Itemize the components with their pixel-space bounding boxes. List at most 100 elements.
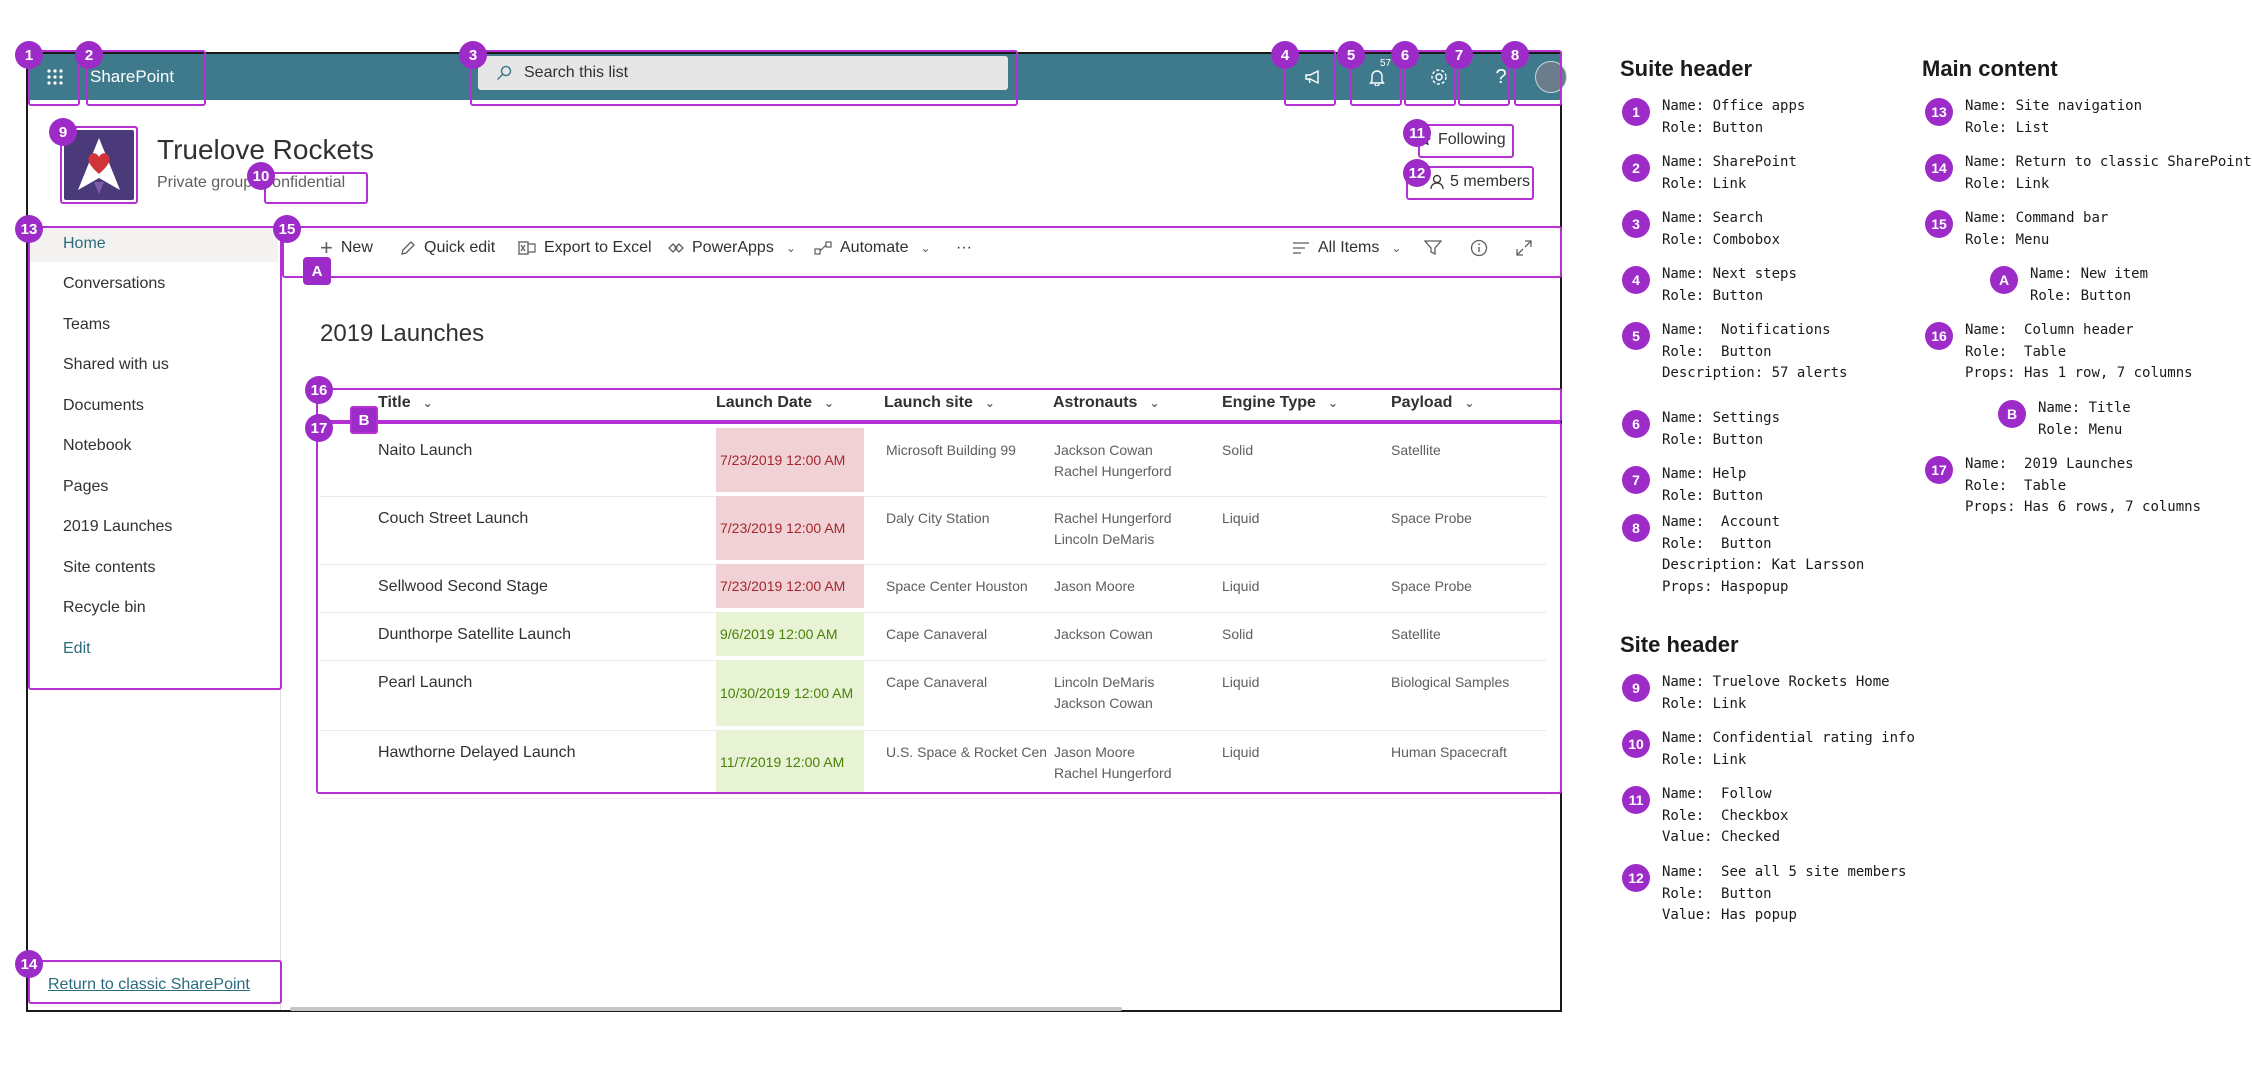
search-combobox[interactable] bbox=[478, 56, 1008, 90]
filter-button[interactable] bbox=[1424, 234, 1442, 262]
column-header-launch-date[interactable]: Launch Date ⌄ bbox=[716, 394, 834, 412]
table-row[interactable]: Sellwood Second Stage 7/23/2019 12:00 AM S… bbox=[320, 564, 1546, 613]
legend-key: Name: bbox=[1662, 864, 1705, 880]
engine-type-cell: Liquid bbox=[1222, 510, 1260, 526]
legend-value: Notifications bbox=[1712, 322, 1831, 338]
fullscreen-button[interactable] bbox=[1516, 234, 1532, 262]
info-button[interactable] bbox=[1470, 234, 1488, 262]
info-icon bbox=[1470, 239, 1488, 257]
horizontal-scrollbar[interactable] bbox=[290, 1007, 1122, 1011]
legend-key: Role: bbox=[1965, 175, 2008, 192]
legend-badge: 6 bbox=[1622, 410, 1650, 438]
nav-item-2019-launches[interactable]: 2019 Launches bbox=[63, 518, 173, 535]
legend-line: Role: Button bbox=[1662, 286, 1763, 308]
astronaut-cell: Jackson Cowan bbox=[1054, 626, 1153, 642]
nav-item-shared-with-us[interactable]: Shared with us bbox=[63, 356, 169, 373]
help-button[interactable]: ? bbox=[1478, 54, 1524, 100]
annotation-badge: 4 bbox=[1271, 41, 1299, 69]
legend-key: Name: bbox=[1662, 514, 1705, 530]
legend-value: Search bbox=[1712, 210, 1764, 226]
legend-line: Role: Button bbox=[1662, 118, 1763, 140]
site-members-button[interactable]: 5 members bbox=[1430, 173, 1530, 191]
nav-item-documents[interactable]: Documents bbox=[63, 397, 144, 414]
legend-line: Name: SharePoint bbox=[1662, 152, 1797, 174]
follow-checkbox[interactable]: Following bbox=[1418, 131, 1506, 149]
nav-item-recycle-bin[interactable]: Recycle bin bbox=[63, 599, 146, 616]
legend-line: Name: Follow bbox=[1662, 784, 1772, 806]
engine-type-cell: Solid bbox=[1222, 442, 1254, 458]
new-item-button[interactable]: + New bbox=[320, 234, 373, 262]
legend-key: Name: bbox=[1965, 210, 2008, 226]
site-subtitle: Private group Confidential bbox=[157, 174, 345, 192]
table-row[interactable]: Hawthorne Delayed Launch 11/7/2019 12:00 … bbox=[320, 730, 1546, 799]
legend-key: Name: bbox=[1662, 154, 1705, 170]
settings-button[interactable] bbox=[1416, 54, 1462, 100]
automate-menu[interactable]: Automate ⌄ bbox=[814, 234, 931, 262]
quick-edit-button[interactable]: Quick edit bbox=[400, 234, 495, 262]
export-to-excel-button[interactable]: Export to Excel bbox=[518, 234, 652, 262]
more-commands-button[interactable]: ··· bbox=[956, 239, 972, 256]
list-title: 2019 Launches bbox=[320, 320, 485, 347]
column-header-astronauts[interactable]: Astronauts ⌄ bbox=[1053, 394, 1160, 412]
column-header-engine-type[interactable]: Engine Type ⌄ bbox=[1222, 394, 1338, 412]
legend-badge: 7 bbox=[1622, 466, 1650, 494]
legend-section-heading: Suite header bbox=[1620, 56, 1753, 81]
row-title[interactable]: Hawthorne Delayed Launch bbox=[378, 744, 576, 761]
row-title[interactable]: Naito Launch bbox=[378, 442, 473, 459]
column-header-payload[interactable]: Payload ⌄ bbox=[1391, 394, 1474, 412]
nav-item-site-contents[interactable]: Site contents bbox=[63, 559, 156, 576]
site-title-link[interactable]: Truelove Rockets bbox=[157, 134, 374, 165]
return-to-classic-link[interactable]: Return to classic SharePoint bbox=[48, 976, 250, 993]
legend-line: Role: Table bbox=[1965, 342, 2066, 364]
next-steps-button[interactable] bbox=[1290, 54, 1336, 100]
legend-value: Table bbox=[2015, 477, 2067, 494]
legend-key: Name: bbox=[2030, 266, 2073, 282]
gear-icon bbox=[1430, 68, 1448, 86]
nav-item-teams[interactable]: Teams bbox=[63, 316, 111, 333]
legend-value: Button bbox=[1712, 287, 1764, 304]
legend-line: Name: 2019 Launches bbox=[1965, 454, 2134, 476]
legend-line: Role: Button bbox=[1662, 486, 1763, 508]
site-logo[interactable] bbox=[64, 130, 134, 200]
nav-item-pages[interactable]: Pages bbox=[63, 478, 109, 495]
legend-key: Name: bbox=[1662, 466, 1705, 482]
legend-value: Link bbox=[1712, 695, 1747, 712]
legend-value: 2019 Launches bbox=[2015, 456, 2134, 472]
row-title[interactable]: Couch Street Launch bbox=[378, 510, 529, 527]
office-apps-button[interactable] bbox=[38, 54, 72, 100]
legend-badge: 16 bbox=[1925, 322, 1953, 350]
column-header-launch-site[interactable]: Launch site ⌄ bbox=[884, 394, 995, 412]
payload-cell: Space Probe bbox=[1391, 578, 1472, 594]
row-title[interactable]: Pearl Launch bbox=[378, 674, 473, 691]
legend-line: Description: Kat Larsson bbox=[1662, 555, 1864, 577]
nav-item-notebook[interactable]: Notebook bbox=[63, 437, 132, 454]
nav-edit-link[interactable]: Edit bbox=[63, 640, 91, 657]
nav-item-home[interactable]: Home bbox=[28, 226, 278, 262]
search-input[interactable] bbox=[522, 63, 986, 83]
legend-value: Confidential rating info bbox=[1712, 730, 1915, 746]
row-title[interactable]: Dunthorpe Satellite Launch bbox=[378, 626, 572, 643]
confidential-rating-link[interactable]: Confidential bbox=[260, 174, 346, 191]
legend-value: Button bbox=[1712, 885, 1772, 902]
avatar bbox=[1535, 61, 1567, 93]
legend-key: Name: bbox=[1965, 98, 2008, 114]
account-button[interactable] bbox=[1528, 54, 1574, 100]
table-row[interactable]: Couch Street Launch 7/23/2019 12:00 AM Dal… bbox=[320, 496, 1546, 565]
powerapps-menu[interactable]: PowerApps ⌄ bbox=[668, 234, 796, 262]
legend-line: Role: Combobox bbox=[1662, 230, 1780, 252]
chevron-down-icon: ⌄ bbox=[1464, 396, 1475, 410]
legend-value: Button bbox=[1712, 343, 1772, 360]
legend-line: Role: Link bbox=[1662, 694, 1746, 716]
table-row[interactable]: Pearl Launch 10/30/2019 12:00 AM Cape Cana… bbox=[320, 660, 1546, 731]
table-row[interactable]: Naito Launch 7/23/2019 12:00 AM Microsoft … bbox=[320, 428, 1546, 497]
sharepoint-link[interactable]: SharePoint bbox=[90, 67, 175, 86]
table-row[interactable]: Dunthorpe Satellite Launch 9/6/2019 12:00… bbox=[320, 612, 1546, 661]
view-selector[interactable]: All Items ⌄ bbox=[1292, 234, 1401, 262]
row-title[interactable]: Sellwood Second Stage bbox=[378, 578, 548, 595]
launch-site-cell: Space Center Houston bbox=[886, 578, 1028, 594]
column-header-title[interactable]: Title ⌄ bbox=[378, 394, 433, 412]
legend-value: Button bbox=[1712, 431, 1764, 448]
nav-item-conversations[interactable]: Conversations bbox=[63, 275, 166, 292]
notifications-button[interactable]: 57 bbox=[1354, 54, 1400, 100]
legend-key: Role: bbox=[1662, 535, 1705, 552]
